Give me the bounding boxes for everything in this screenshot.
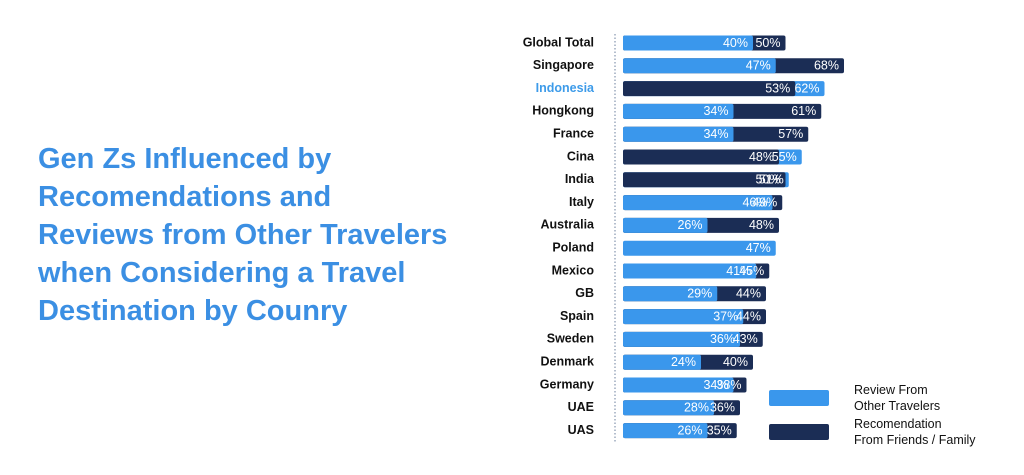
value-label: 47% (746, 241, 771, 255)
bar (623, 377, 734, 393)
bar (623, 423, 708, 439)
bar (623, 126, 734, 142)
value-label: 47% (746, 59, 771, 73)
category-label: Hongkong (532, 104, 594, 118)
bar (623, 331, 740, 347)
bar (623, 195, 773, 211)
value-label: 37% (713, 309, 738, 323)
value-label: 38% (716, 378, 741, 392)
category-label: Denmark (541, 354, 595, 368)
value-label: 48% (749, 218, 774, 232)
bar (623, 309, 744, 325)
category-label: Poland (552, 240, 594, 254)
value-label: 36% (710, 332, 735, 346)
category-label: Singapore (533, 58, 594, 72)
category-label: Cina (567, 149, 595, 163)
value-label: 40% (723, 355, 748, 369)
value-label: 36% (710, 401, 735, 415)
bar (623, 172, 786, 188)
category-label: Germany (540, 377, 594, 391)
category-label: India (565, 172, 595, 186)
value-label: 43% (733, 332, 758, 346)
category-label: Global Total (523, 35, 594, 49)
value-label: 40% (723, 36, 748, 50)
value-label: 44% (736, 309, 761, 323)
bar (623, 263, 757, 279)
value-label: 50% (755, 173, 780, 187)
value-label: 51% (759, 173, 784, 187)
value-label: 34% (703, 104, 728, 118)
legend-swatch (769, 390, 829, 406)
value-label: 57% (778, 127, 803, 141)
legend-label: Recomendation From Friends / Family (854, 417, 976, 447)
category-label: Indonesia (536, 81, 595, 95)
value-label: 28% (684, 401, 709, 415)
bar (623, 58, 776, 74)
bar (623, 400, 714, 416)
category-label: UAS (568, 423, 594, 437)
value-label: 35% (707, 423, 732, 437)
category-label: UAE (568, 400, 594, 414)
legend-swatch (769, 424, 829, 440)
value-label: 62% (794, 81, 819, 95)
category-label: Australia (541, 218, 596, 232)
value-label: 55% (772, 150, 797, 164)
category-label: Sweden (547, 332, 594, 346)
bar (623, 240, 776, 256)
value-label: 41% (726, 264, 751, 278)
category-label: Mexico (552, 263, 595, 277)
category-label: Spain (560, 309, 594, 323)
bar (623, 217, 708, 233)
bar (623, 81, 796, 97)
category-label: France (553, 126, 594, 140)
value-label: 46% (742, 195, 767, 209)
value-label: 24% (671, 355, 696, 369)
category-label: GB (575, 286, 594, 300)
bar (623, 103, 734, 119)
value-label: 50% (755, 36, 780, 50)
legend-label: Review From Other Travelers (854, 383, 941, 413)
bar (623, 286, 718, 302)
value-label: 34% (703, 378, 728, 392)
value-label: 53% (765, 81, 790, 95)
value-label: 45% (739, 264, 764, 278)
category-label: Italy (569, 195, 594, 209)
value-label: 26% (677, 218, 702, 232)
title: Gen Zs Influenced by Recomendations and … (38, 143, 448, 327)
value-label: 61% (791, 104, 816, 118)
value-label: 44% (736, 287, 761, 301)
value-label: 48% (749, 150, 774, 164)
value-label: 49% (752, 195, 777, 209)
bar (623, 35, 753, 51)
value-label: 34% (703, 127, 728, 141)
value-label: 26% (677, 423, 702, 437)
value-label: 29% (687, 287, 712, 301)
value-label: 68% (814, 59, 839, 73)
bar (623, 354, 701, 370)
bar (623, 149, 779, 165)
